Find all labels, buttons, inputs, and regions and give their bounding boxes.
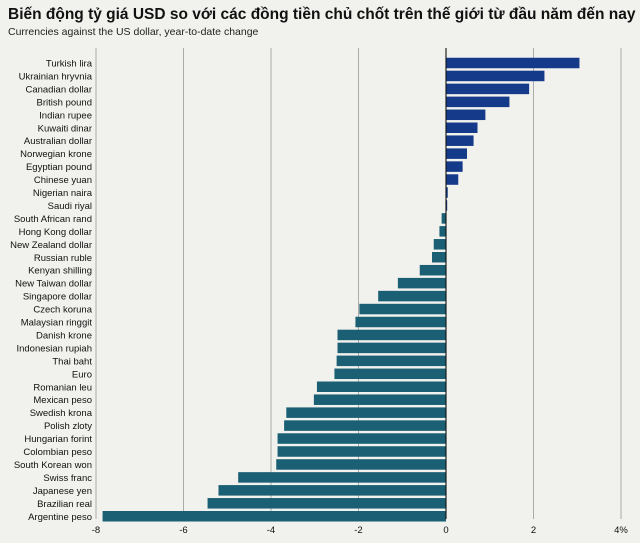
category-label: Euro [72,369,92,380]
bar [441,213,446,224]
bar [337,342,446,354]
category-label: Chinese yuan [34,175,92,186]
category-label: Turkish lira [46,59,93,70]
category-label: Kenyan shilling [28,266,92,277]
bar [276,459,446,470]
bar [277,433,446,444]
category-label: Egyptian pound [26,162,92,173]
x-tick-label: -2 [354,525,362,536]
category-label: Colombian peso [23,447,92,458]
bar [446,83,530,95]
chart-title: Biến động tỷ giá USD so với các đồng tiề… [8,6,636,23]
category-label: Ukrainian hryvnia [19,71,93,82]
bar [432,252,446,263]
bar [284,420,446,431]
bar [334,368,446,380]
bar [397,277,446,289]
category-label: Russian ruble [34,253,92,264]
category-label: Brazilian real [37,499,92,510]
category-label: South Korean won [14,460,92,471]
bar [207,498,446,509]
bar [238,472,446,483]
bar [355,316,446,328]
x-tick-label: 2 [531,525,536,536]
category-label: Hungarian forint [24,434,92,445]
bar [446,148,467,159]
category-label: Swiss franc [43,473,92,484]
bar [286,407,446,418]
bar [419,264,446,276]
bar [446,174,459,185]
category-label: British pound [37,97,92,108]
bar [102,511,446,522]
x-tick-label: 0 [443,525,448,536]
bar [446,109,486,121]
category-label: Kuwaiti dinar [38,123,92,134]
category-label: Nigerian naira [33,188,93,199]
x-tick-label: -4 [267,525,275,536]
category-label: Polish zloty [44,421,92,432]
category-label: Czech koruna [33,305,92,316]
bar [433,239,446,250]
category-label: Indonesian rupiah [16,343,92,354]
category-label: Norwegian krone [20,149,92,160]
bar [446,135,474,146]
bar [359,303,446,315]
bar [277,446,446,457]
x-tick-label: 4% [614,525,628,536]
bar [316,381,446,392]
bar [378,290,446,302]
category-label: Hong Kong dollar [19,227,92,238]
category-label: Singapore dollar [23,292,92,303]
bar [336,355,446,367]
category-label: New Zealand dollar [10,240,92,251]
bar [446,70,545,82]
category-label: Canadian dollar [25,84,92,95]
bar [446,96,510,108]
category-label: Saudi riyal [48,201,92,212]
category-label: Indian rupee [39,110,92,121]
category-label: Danish krone [36,330,92,341]
category-label: Malaysian ringgit [21,318,93,329]
category-label: South African rand [14,214,92,225]
category-label: Japanese yen [33,486,92,497]
category-label: New Taiwan dollar [15,279,92,290]
x-tick-label: -6 [179,525,187,536]
category-label: Argentine peso [28,512,92,523]
bar [446,57,580,69]
bar [446,200,448,211]
category-label: Mexican peso [33,395,92,406]
bar [446,122,478,133]
bar [439,226,446,237]
bar [337,329,446,341]
category-label: Swedish krona [30,408,93,419]
category-label: Australian dollar [24,136,92,147]
category-label: Thai baht [52,356,92,367]
bar [218,485,446,496]
bar [446,161,463,172]
chart-subtitle: Currencies against the US dollar, year-t… [8,26,259,38]
category-label: Romanian leu [33,382,92,393]
bar [313,394,446,405]
bar [446,187,448,198]
x-tick-label: -8 [92,525,100,536]
